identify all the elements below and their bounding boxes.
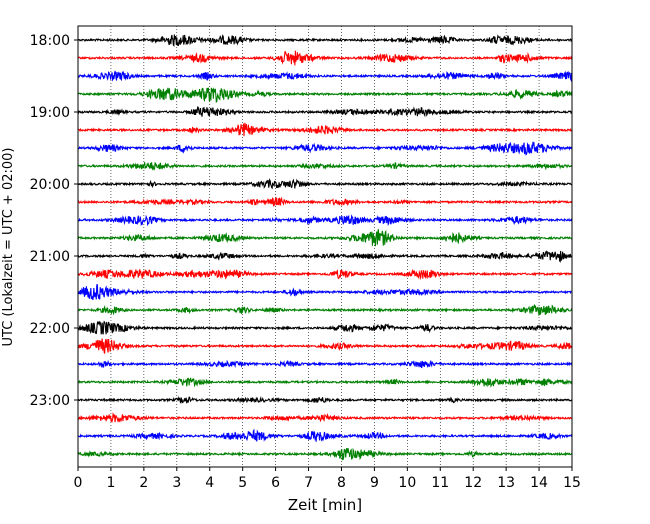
x-tick-label: 1 — [106, 475, 115, 491]
trace-line — [77, 122, 573, 137]
traces — [77, 34, 573, 461]
x-tick-label: 3 — [172, 475, 181, 491]
x-tick-label: 0 — [74, 475, 83, 491]
y-tick-label: 22:00 — [30, 321, 70, 337]
trace-line — [77, 320, 573, 335]
trace-line — [77, 250, 573, 263]
trace-line — [77, 395, 573, 405]
trace-line — [77, 87, 573, 103]
y-tick-label: 23:00 — [30, 393, 70, 409]
trace-line — [77, 34, 573, 47]
x-tick-label: 5 — [238, 475, 247, 491]
trace-line — [77, 447, 573, 461]
x-tick-label: 11 — [431, 475, 449, 491]
trace-line — [77, 303, 573, 317]
trace-line — [77, 412, 573, 424]
y-tick-label: 21:00 — [30, 249, 70, 265]
trace-line — [77, 428, 573, 442]
x-tick-label: 8 — [337, 475, 346, 491]
trace-line — [77, 177, 573, 190]
trace-line — [77, 162, 573, 171]
trace-line — [77, 105, 573, 118]
x-tick-label: 12 — [464, 475, 482, 491]
trace-line — [77, 50, 573, 66]
y-axis: 18:00 19:00 20:00 21:00 22:00 23:00 — [30, 33, 78, 409]
x-tick-label: 4 — [205, 475, 214, 491]
plot-frame — [77, 25, 573, 468]
x-tick-label: 2 — [139, 475, 148, 491]
x-axis-label: Zeit [min] — [288, 496, 362, 514]
y-tick-label: 20:00 — [30, 177, 70, 193]
trace-line — [77, 214, 573, 227]
trace-line — [77, 70, 573, 82]
y-tick-label: 19:00 — [30, 105, 70, 121]
y-axis-label: UTC (Lokalzeit = UTC + 02:00) — [1, 148, 16, 347]
trace-line — [77, 338, 573, 354]
trace-line — [77, 283, 573, 300]
x-tick-label: 10 — [398, 475, 416, 491]
y-tick-label: 18:00 — [30, 33, 70, 49]
trace-line — [77, 377, 573, 388]
trace-line — [77, 359, 573, 369]
x-tick-label: 14 — [530, 475, 548, 491]
x-tick-label: 7 — [304, 475, 313, 491]
trace-line — [77, 268, 573, 281]
trace-line — [77, 229, 573, 247]
trace-line — [77, 196, 573, 207]
trace-line — [77, 141, 573, 156]
x-tick-label: 6 — [271, 475, 280, 491]
x-tick-label: 13 — [497, 475, 515, 491]
x-axis: 0 1 2 3 4 5 6 7 8 9 10 11 12 13 14 15 — [74, 467, 581, 491]
x-tick-label: 9 — [370, 475, 379, 491]
x-tick-label: 15 — [563, 475, 581, 491]
